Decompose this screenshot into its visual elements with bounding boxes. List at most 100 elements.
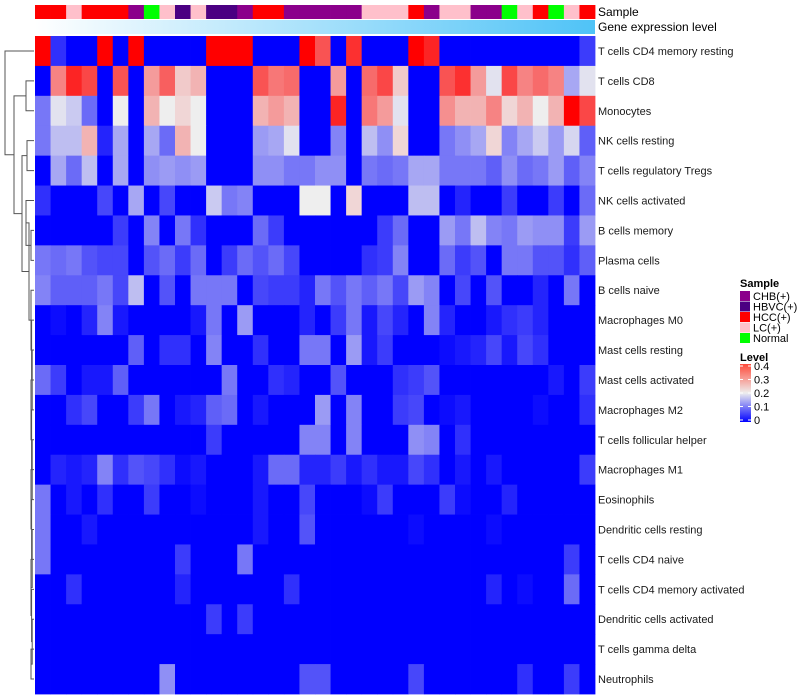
heatmap-cell bbox=[455, 544, 471, 575]
heatmap-cell bbox=[299, 275, 316, 306]
heatmap-cell bbox=[501, 65, 518, 97]
heatmap-cell bbox=[175, 634, 191, 665]
heatmap-cell bbox=[81, 514, 98, 545]
heatmap-cell bbox=[392, 664, 409, 695]
heatmap-cell bbox=[268, 484, 285, 515]
row-label: T cells regulatory Tregs bbox=[598, 166, 713, 178]
heatmap-cell bbox=[97, 36, 114, 67]
heatmap-cell bbox=[268, 664, 285, 695]
heatmap-cell bbox=[361, 365, 378, 396]
row-label: T cells gamma delta bbox=[598, 644, 697, 656]
heatmap-cell bbox=[408, 664, 425, 695]
legend-swatch bbox=[740, 322, 750, 333]
heatmap-cell bbox=[237, 484, 254, 515]
heatmap-cell bbox=[423, 634, 440, 665]
heatmap-cell bbox=[532, 275, 549, 306]
heatmap-cell bbox=[112, 664, 129, 695]
heatmap-cell bbox=[283, 125, 300, 157]
heatmap-cell bbox=[470, 95, 487, 127]
heatmap-cell bbox=[392, 215, 409, 246]
heatmap-cell bbox=[501, 275, 518, 306]
heatmap-cell bbox=[66, 335, 83, 366]
heatmap-cell bbox=[408, 305, 425, 336]
heatmap-cell bbox=[66, 275, 83, 306]
heatmap-cell bbox=[112, 574, 129, 605]
heatmap-cell bbox=[361, 275, 378, 306]
heatmap-cell bbox=[361, 394, 378, 426]
heatmap-cell bbox=[517, 125, 534, 157]
heatmap-cell bbox=[66, 245, 83, 276]
heatmap-cell bbox=[175, 275, 191, 306]
heatmap-cell bbox=[97, 305, 114, 336]
heatmap-cell bbox=[579, 185, 596, 216]
heatmap-cell bbox=[237, 394, 254, 426]
heatmap-cell bbox=[175, 95, 191, 127]
heatmap-cell bbox=[175, 664, 191, 695]
heatmap-cell bbox=[361, 215, 378, 246]
heatmap-cell bbox=[361, 634, 378, 665]
heatmap-cell bbox=[315, 65, 331, 97]
heatmap-cell bbox=[579, 664, 596, 695]
heatmap-cell bbox=[548, 155, 565, 186]
heatmap-cell bbox=[346, 95, 363, 127]
heatmap-cell bbox=[315, 454, 331, 486]
heatmap-cell bbox=[159, 245, 176, 276]
heatmap-cell bbox=[470, 305, 487, 336]
heatmap-cell bbox=[455, 215, 471, 246]
heatmap-cell bbox=[128, 125, 145, 157]
heatmap-cell bbox=[221, 305, 238, 336]
heatmap-cell bbox=[423, 95, 440, 127]
heatmap-cell bbox=[470, 65, 487, 97]
heatmap-cell bbox=[299, 95, 316, 127]
sample-annotation-cell bbox=[128, 5, 145, 19]
heatmap-cell bbox=[66, 215, 83, 246]
heatmap-cell bbox=[299, 215, 316, 246]
heatmap-cell bbox=[206, 335, 223, 366]
heatmap-cell bbox=[517, 215, 534, 246]
heatmap-cell bbox=[159, 305, 176, 336]
heatmap-cell bbox=[299, 335, 316, 366]
heatmap-cell bbox=[377, 514, 394, 545]
row-label: Macrophages M1 bbox=[598, 465, 683, 477]
heatmap-cell bbox=[315, 245, 331, 276]
heatmap-cell bbox=[190, 275, 207, 306]
heatmap-cell bbox=[377, 36, 394, 67]
heatmap-cell bbox=[439, 335, 456, 366]
heatmap-cell bbox=[455, 454, 471, 486]
heatmap-cell bbox=[175, 424, 191, 456]
heatmap-cell bbox=[50, 424, 67, 456]
level-tick-label: 0.1 bbox=[754, 402, 769, 414]
heatmap-cell bbox=[470, 394, 487, 426]
heatmap-cell bbox=[206, 424, 223, 456]
row-label: T cells follicular helper bbox=[598, 435, 707, 447]
heatmap-cell bbox=[268, 305, 285, 336]
heatmap-cell bbox=[486, 454, 503, 486]
heatmap-cell bbox=[81, 245, 98, 276]
heatmap-cell bbox=[252, 574, 269, 605]
sample-annotation-cell bbox=[190, 5, 207, 19]
heatmap-cell bbox=[283, 484, 300, 515]
heatmap-cell bbox=[35, 245, 51, 276]
heatmap-cell bbox=[128, 454, 145, 486]
heatmap-cell bbox=[112, 155, 129, 186]
heatmap-cell bbox=[66, 634, 83, 665]
heatmap-cell bbox=[517, 65, 534, 97]
sample-annotation-cell bbox=[237, 5, 254, 19]
heatmap-cell bbox=[346, 394, 363, 426]
heatmap-cell bbox=[377, 155, 394, 186]
heatmap-cell bbox=[143, 604, 160, 635]
heatmap-cell bbox=[35, 484, 51, 515]
heatmap-cell bbox=[330, 125, 347, 157]
heatmap-cell bbox=[283, 36, 300, 67]
heatmap-cell bbox=[175, 394, 191, 426]
heatmap-cell bbox=[486, 394, 503, 426]
heatmap-cell bbox=[252, 155, 269, 186]
heatmap-cell bbox=[112, 65, 129, 97]
heatmap-cell bbox=[315, 484, 331, 515]
heatmap-cell bbox=[237, 514, 254, 545]
heatmap-cell bbox=[66, 185, 83, 216]
heatmap-cell bbox=[128, 185, 145, 216]
heatmap-cell bbox=[252, 95, 269, 127]
heatmap-cell bbox=[268, 125, 285, 157]
heatmap-cell bbox=[392, 125, 409, 157]
